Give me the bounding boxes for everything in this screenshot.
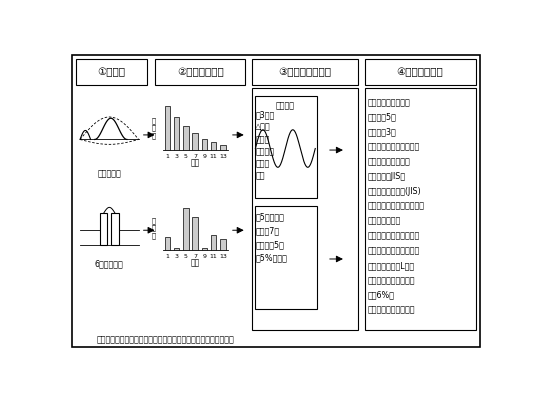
Text: 含
有
率: 含 有 率 bbox=[152, 117, 156, 139]
Text: 含
有
率: 含 有 率 bbox=[152, 217, 156, 239]
Text: テレビの例: テレビの例 bbox=[98, 170, 121, 179]
Text: △回路: △回路 bbox=[255, 123, 271, 132]
Text: 配電　5％: 配電 5％ bbox=[368, 113, 396, 122]
Text: 9: 9 bbox=[202, 154, 206, 159]
Text: 13: 13 bbox=[219, 254, 227, 259]
Bar bbox=[183, 208, 188, 250]
Text: 3: 3 bbox=[174, 254, 179, 259]
Text: ③電力系統の状況: ③電力系統の状況 bbox=[279, 67, 332, 77]
Bar bbox=[76, 59, 147, 85]
Text: ・電力は技術面の役割: ・電力は技術面の役割 bbox=[368, 306, 415, 314]
Text: 〔主な障害：力率改善用コンデンサの直列リアクトル焼損など〕: 〔主な障害：力率改善用コンデンサの直列リアクトル焼損など〕 bbox=[97, 335, 235, 344]
Text: 吸収: 吸収 bbox=[255, 171, 265, 180]
Text: （指針、JIS）: （指針、JIS） bbox=[368, 172, 406, 181]
Text: 5: 5 bbox=[184, 154, 188, 159]
Text: 近傍で: 近傍で bbox=[255, 159, 269, 168]
Text: で還流: で還流 bbox=[255, 135, 269, 144]
Text: 次数: 次数 bbox=[191, 158, 200, 167]
Text: 11: 11 bbox=[210, 154, 218, 159]
Text: （個別検討）: （個別検討） bbox=[368, 217, 401, 226]
Text: ルを超えない対策: ルを超えない対策 bbox=[368, 157, 410, 166]
Text: 7: 7 bbox=[193, 154, 197, 159]
Bar bbox=[220, 145, 226, 150]
Text: ・汎用：生産段階(JIS): ・汎用：生産段階(JIS) bbox=[368, 187, 421, 196]
Bar bbox=[252, 88, 359, 330]
Text: 11: 11 bbox=[210, 254, 218, 259]
Bar bbox=[211, 142, 217, 150]
Bar bbox=[165, 237, 170, 250]
Text: 次数: 次数 bbox=[191, 258, 200, 267]
Text: 9: 9 bbox=[202, 254, 206, 259]
Text: ・基本＋5次: ・基本＋5次 bbox=[256, 240, 285, 249]
Bar bbox=[174, 117, 179, 150]
Bar bbox=[254, 206, 316, 309]
Text: 3: 3 bbox=[174, 154, 179, 159]
Bar bbox=[192, 217, 198, 250]
Text: 特高　3％: 特高 3％ bbox=[368, 128, 396, 137]
Bar bbox=[111, 213, 119, 245]
Bar bbox=[364, 59, 476, 85]
Bar bbox=[165, 106, 170, 150]
Bar bbox=[100, 213, 107, 245]
Text: 電力系統: 電力系統 bbox=[276, 102, 295, 111]
Text: ①発生元: ①発生元 bbox=[97, 67, 125, 77]
Text: ・耐量：環境レベル以上: ・耐量：環境レベル以上 bbox=[368, 231, 420, 241]
Text: 7: 7 bbox=[193, 254, 197, 259]
Text: 次いで7次: 次いで7次 bbox=[256, 226, 280, 235]
Text: ・高調波環境レベル: ・高調波環境レベル bbox=[368, 98, 410, 107]
Bar bbox=[174, 248, 179, 250]
Text: 1: 1 bbox=[165, 254, 169, 259]
Bar bbox=[201, 248, 207, 250]
Bar bbox=[156, 59, 245, 85]
Text: ・特定：新増設時（指針）: ・特定：新増設時（指針） bbox=[368, 202, 424, 211]
Text: 13: 13 bbox=[219, 154, 227, 159]
Text: ②高調波含有率: ②高調波含有率 bbox=[177, 67, 224, 77]
Bar bbox=[201, 139, 207, 150]
Text: 高調波を抑える方向: 高調波を抑える方向 bbox=[368, 276, 415, 285]
Text: 1: 1 bbox=[165, 154, 169, 159]
Text: ・高次は: ・高次は bbox=[255, 147, 274, 156]
Text: 6相整流の例: 6相整流の例 bbox=[95, 259, 124, 268]
Text: （6%）: （6%） bbox=[368, 291, 395, 300]
Bar bbox=[254, 95, 316, 198]
Text: コンデンサのLは、: コンデンサのLは、 bbox=[368, 261, 415, 270]
Text: ・長期的に見てこのレベ: ・長期的に見てこのレベ bbox=[368, 143, 420, 151]
Bar bbox=[192, 133, 198, 150]
Bar bbox=[183, 126, 188, 150]
Text: ・他について（例えば、: ・他について（例えば、 bbox=[368, 246, 420, 255]
Bar bbox=[220, 239, 226, 250]
Bar bbox=[211, 235, 217, 250]
Text: ④対策の考え方: ④対策の考え方 bbox=[397, 67, 443, 77]
Text: ・5次が多い: ・5次が多い bbox=[256, 212, 285, 221]
Text: （5%の例）: （5%の例） bbox=[256, 254, 288, 263]
Text: ・3次は: ・3次は bbox=[255, 111, 275, 120]
Bar bbox=[252, 59, 359, 85]
Text: 5: 5 bbox=[184, 254, 188, 259]
Bar bbox=[364, 88, 476, 330]
